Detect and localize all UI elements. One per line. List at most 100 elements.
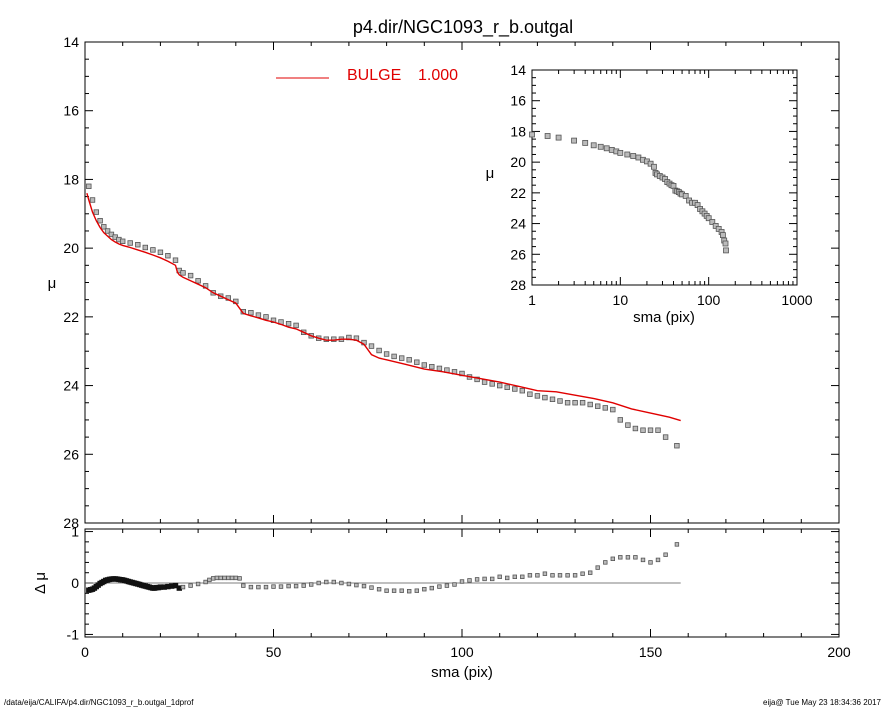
chart-title: p4.dir/NGC1093_r_b.outgal xyxy=(353,17,573,38)
data-point xyxy=(648,560,653,565)
data-point xyxy=(565,573,570,578)
data-point xyxy=(237,576,242,581)
data-point xyxy=(86,183,92,189)
data-point xyxy=(354,582,359,588)
data-point xyxy=(391,353,397,360)
data-point xyxy=(406,357,412,363)
data-point xyxy=(582,139,589,146)
y-tick-label: 24 xyxy=(510,216,526,232)
data-point xyxy=(571,137,577,144)
x-tick-label: 150 xyxy=(639,644,663,660)
data-point xyxy=(527,573,533,578)
data-point xyxy=(172,257,179,263)
data-point xyxy=(590,142,597,149)
inset-axis-ticks: 1 10 100 1000 14 16 18 20 22 24 26 28 xyxy=(510,62,812,308)
data-point xyxy=(618,555,623,560)
data-point xyxy=(662,434,669,440)
y-tick-label: 22 xyxy=(63,309,79,325)
data-point xyxy=(512,574,517,579)
inset-x-axis-label: sma (pix) xyxy=(633,309,695,326)
data-point xyxy=(489,381,495,387)
data-point xyxy=(630,153,637,159)
data-point xyxy=(633,555,638,560)
data-point xyxy=(610,556,615,561)
data-point xyxy=(241,583,246,588)
x-tick-label: 50 xyxy=(266,644,282,660)
data-point xyxy=(207,577,212,583)
data-point xyxy=(346,581,352,587)
data-point xyxy=(293,583,299,589)
data-point xyxy=(369,585,374,590)
y-tick-label: 16 xyxy=(63,103,79,119)
data-point xyxy=(452,582,457,587)
data-point xyxy=(135,241,141,248)
data-point xyxy=(595,565,600,570)
x-tick-label: 0 xyxy=(81,644,89,660)
data-point xyxy=(376,347,382,354)
y-tick-label: 22 xyxy=(510,185,526,201)
data-point xyxy=(316,580,321,586)
data-point xyxy=(278,584,284,589)
inset-series xyxy=(529,131,729,254)
y-tick-label: 26 xyxy=(63,446,79,462)
data-point xyxy=(617,417,623,423)
x-tick-label: 10 xyxy=(613,292,629,308)
data-point xyxy=(263,584,269,590)
data-point xyxy=(255,312,262,318)
data-point xyxy=(437,584,442,589)
data-point xyxy=(414,359,420,365)
data-point xyxy=(555,134,562,141)
y-tick-label: 20 xyxy=(63,240,79,256)
footer-timestamp: eija@ Tue May 23 18:34:36 2017 xyxy=(763,698,882,707)
data-point xyxy=(519,387,525,394)
legend: BULGE 1.000 xyxy=(276,67,458,84)
data-point xyxy=(398,355,405,361)
data-point xyxy=(104,228,111,234)
y-tick-label: 14 xyxy=(510,62,526,78)
model-line xyxy=(86,193,681,422)
data-point xyxy=(214,575,220,581)
data-point xyxy=(496,382,503,389)
data-point xyxy=(542,571,548,576)
data-point xyxy=(663,552,668,557)
data-point xyxy=(308,582,314,587)
data-point xyxy=(256,584,261,590)
data-point xyxy=(180,584,186,590)
data-point xyxy=(482,576,487,582)
legend-value: 1.000 xyxy=(418,67,458,84)
data-point xyxy=(572,573,578,578)
main-series xyxy=(86,183,681,449)
data-point xyxy=(489,576,495,582)
data-point xyxy=(602,405,608,411)
data-point xyxy=(180,270,186,276)
data-point xyxy=(376,587,382,592)
y-tick-label: 0 xyxy=(71,575,79,591)
data-point xyxy=(474,577,480,582)
y-tick-label: 14 xyxy=(63,34,79,50)
data-point xyxy=(203,579,208,585)
data-point xyxy=(497,574,502,579)
data-point xyxy=(572,399,578,406)
y-tick-label: 1 xyxy=(71,524,79,540)
data-point xyxy=(399,588,404,593)
data-point xyxy=(150,247,156,253)
data-point xyxy=(655,557,661,563)
data-point xyxy=(580,571,585,576)
data-point xyxy=(542,394,548,401)
data-point xyxy=(101,224,107,230)
data-point xyxy=(429,585,434,591)
data-point xyxy=(127,240,133,246)
data-point xyxy=(339,580,344,586)
data-point xyxy=(722,240,729,247)
main-y-axis-label: μ xyxy=(48,275,57,292)
data-point xyxy=(406,589,412,594)
y-tick-label: 26 xyxy=(510,246,526,262)
data-point xyxy=(383,351,390,357)
data-point xyxy=(324,579,329,585)
data-point xyxy=(557,573,563,578)
data-point xyxy=(368,343,375,349)
residual-panel: 0 50 100 150 200-101 Δ μ sma (pix) xyxy=(32,524,851,681)
data-point xyxy=(597,143,604,150)
data-point xyxy=(723,247,729,254)
